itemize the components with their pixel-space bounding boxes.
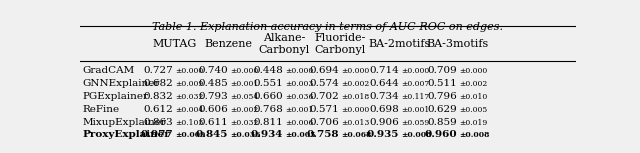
Text: 0.574: 0.574	[309, 79, 339, 88]
Text: ±0.000: ±0.000	[459, 67, 487, 75]
Text: ±0.001: ±0.001	[285, 106, 314, 114]
Text: ±0.019: ±0.019	[459, 119, 487, 127]
Text: ±0.032: ±0.032	[175, 93, 204, 101]
Text: ±0.008: ±0.008	[459, 131, 490, 139]
Text: 0.694: 0.694	[309, 66, 339, 75]
Text: ±0.018: ±0.018	[341, 93, 369, 101]
Text: 0.571: 0.571	[309, 105, 339, 114]
Text: 0.448: 0.448	[253, 66, 284, 75]
Text: Benzene: Benzene	[205, 39, 253, 49]
Text: 0.734: 0.734	[369, 92, 399, 101]
Text: ±0.032: ±0.032	[230, 119, 258, 127]
Text: 0.906: 0.906	[369, 118, 399, 127]
Text: ±0.010: ±0.010	[459, 93, 487, 101]
Text: 0.727: 0.727	[143, 66, 173, 75]
Text: 0.612: 0.612	[143, 105, 173, 114]
Text: 0.511: 0.511	[428, 79, 457, 88]
Text: ±0.003: ±0.003	[285, 80, 314, 88]
Text: 0.845: 0.845	[195, 131, 228, 140]
Text: ±0.000: ±0.000	[401, 67, 429, 75]
Text: 0.793: 0.793	[198, 92, 228, 101]
Text: ±0.007: ±0.007	[401, 80, 429, 88]
Text: 0.977: 0.977	[141, 131, 173, 140]
Text: ±0.005: ±0.005	[459, 106, 487, 114]
Text: 0.660: 0.660	[253, 92, 284, 101]
Text: 0.702: 0.702	[309, 92, 339, 101]
Text: ±0.117: ±0.117	[401, 93, 429, 101]
Text: 0.796: 0.796	[428, 92, 457, 101]
Text: MUTAG: MUTAG	[152, 39, 196, 49]
Text: ±0.036: ±0.036	[285, 93, 314, 101]
Text: 0.485: 0.485	[198, 79, 228, 88]
Text: ±0.000: ±0.000	[285, 67, 314, 75]
Text: 0.740: 0.740	[198, 66, 228, 75]
Text: MixupExplainer: MixupExplainer	[83, 118, 166, 127]
Text: 0.644: 0.644	[369, 79, 399, 88]
Text: ±0.009: ±0.009	[175, 131, 205, 139]
Text: ±0.005: ±0.005	[285, 131, 316, 139]
Text: 0.935: 0.935	[367, 131, 399, 140]
Text: 0.551: 0.551	[253, 79, 284, 88]
Text: 0.611: 0.611	[198, 118, 228, 127]
Text: 0.863: 0.863	[143, 118, 173, 127]
Text: ±0.001: ±0.001	[401, 106, 429, 114]
Text: 0.606: 0.606	[198, 105, 228, 114]
Text: PGExplainer: PGExplainer	[83, 92, 148, 101]
Text: BA-2motifs: BA-2motifs	[369, 39, 431, 49]
Text: ±0.008: ±0.008	[401, 131, 431, 139]
Text: ±0.001: ±0.001	[230, 80, 258, 88]
Text: GNNExplainer: GNNExplainer	[83, 79, 160, 88]
Text: 0.709: 0.709	[428, 66, 457, 75]
Text: ProxyExplainer: ProxyExplainer	[83, 131, 170, 140]
Text: ±0.068: ±0.068	[341, 131, 371, 139]
Text: 0.758: 0.758	[307, 131, 339, 140]
Text: Fluoride-
Carbonyl: Fluoride- Carbonyl	[314, 34, 365, 55]
Text: ±0.002: ±0.002	[459, 80, 487, 88]
Text: 0.934: 0.934	[251, 131, 284, 140]
Text: ±0.036: ±0.036	[230, 131, 260, 139]
Text: 0.832: 0.832	[143, 92, 173, 101]
Text: 0.682: 0.682	[143, 79, 173, 88]
Text: ±0.004: ±0.004	[175, 106, 204, 114]
Text: ±0.000: ±0.000	[175, 67, 204, 75]
Text: ±0.009: ±0.009	[175, 80, 204, 88]
Text: GradCAM: GradCAM	[83, 66, 135, 75]
Text: ±0.059: ±0.059	[401, 119, 429, 127]
Text: 0.859: 0.859	[428, 118, 457, 127]
Text: 0.811: 0.811	[253, 118, 284, 127]
Text: 0.629: 0.629	[428, 105, 457, 114]
Text: ±0.002: ±0.002	[230, 106, 258, 114]
Text: ±0.000: ±0.000	[341, 67, 369, 75]
Text: BA-3motifs: BA-3motifs	[427, 39, 489, 49]
Text: 0.714: 0.714	[369, 66, 399, 75]
Text: 0.960: 0.960	[424, 131, 457, 140]
Text: 0.706: 0.706	[309, 118, 339, 127]
Text: ±0.000: ±0.000	[230, 67, 258, 75]
Text: 0.768: 0.768	[253, 105, 284, 114]
Text: ±0.006: ±0.006	[285, 119, 314, 127]
Text: ±0.054: ±0.054	[230, 93, 258, 101]
Text: ReFine: ReFine	[83, 105, 120, 114]
Text: Table 1. Explanation accuracy in terms of AUC-ROC on edges.: Table 1. Explanation accuracy in terms o…	[152, 22, 504, 32]
Text: Alkane-
Carbonyl: Alkane- Carbonyl	[259, 34, 310, 55]
Text: ±0.103: ±0.103	[175, 119, 204, 127]
Text: ±0.000: ±0.000	[341, 106, 369, 114]
Text: ±0.013: ±0.013	[341, 119, 369, 127]
Text: ±0.002: ±0.002	[341, 80, 369, 88]
Text: 0.698: 0.698	[369, 105, 399, 114]
